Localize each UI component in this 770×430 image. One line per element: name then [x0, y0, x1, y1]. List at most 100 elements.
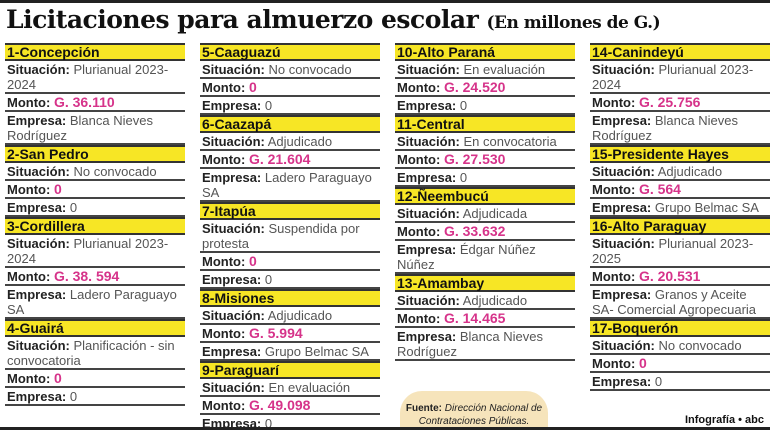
monto-value: G. 5.994 — [248, 325, 303, 341]
situacion-value: Adjudicada — [462, 206, 528, 221]
region-header: 5-Caaguazú — [200, 43, 380, 61]
situacion-value: Plurianual 2023-2024 — [7, 62, 169, 92]
monto-value: 0 — [248, 253, 257, 269]
situacion-label: Situación: — [202, 221, 265, 236]
monto-value: 0 — [248, 79, 257, 95]
monto-row: Monto: 0 — [590, 355, 770, 373]
situacion-label: Situación: — [202, 308, 265, 323]
empresa-row: Empresa: Ladero Paraguayo SA — [5, 286, 185, 319]
monto-value: G. 49.098 — [248, 397, 311, 413]
empresa-label: Empresa: — [202, 170, 262, 185]
empresa-label: Empresa: — [202, 98, 262, 113]
monto-value: G. 21.604 — [248, 151, 311, 167]
source-note: Fuente: Dirección Nacional de Contrataci… — [400, 391, 548, 430]
empresa-value: Grupo Belmac SA — [264, 344, 369, 359]
situacion-value: Planificación - sin convocatoria — [7, 338, 175, 368]
empresa-label: Empresa: — [397, 242, 457, 257]
region-header: 12-Ñeembucú — [395, 187, 575, 205]
region-block: 4-Guairá Situación: Planificación - sin … — [5, 319, 185, 406]
situacion-label: Situación: — [7, 236, 70, 251]
situacion-value: Adjudicado — [657, 164, 723, 179]
empresa-label: Empresa: — [7, 200, 67, 215]
situacion-row: Situación: En convocatoria — [395, 133, 575, 151]
situacion-row: Situación: Adjudicada — [395, 205, 575, 223]
empresa-value: 0 — [654, 374, 663, 389]
situacion-value: No convocado — [268, 62, 352, 77]
monto-label: Monto: — [202, 254, 246, 269]
situacion-row: Situación: Adjudicado — [200, 307, 380, 325]
situacion-label: Situación: — [397, 62, 460, 77]
region-header: 3-Cordillera — [5, 217, 185, 235]
monto-label: Monto: — [397, 152, 441, 167]
situacion-row: Situación: Plurianual 2023-2024 — [5, 61, 185, 94]
monto-row: Monto: G. 36.110 — [5, 94, 185, 112]
monto-value: G. 25.756 — [638, 94, 701, 110]
monto-row: Monto: G. 49.098 — [200, 397, 380, 415]
empresa-row: Empresa: 0 — [590, 373, 770, 391]
situacion-row: Situación: Planificación - sin convocato… — [5, 337, 185, 370]
region-header: 11-Central — [395, 115, 575, 133]
empresa-value: 0 — [459, 170, 468, 185]
situacion-row: Situación: No convocado — [5, 163, 185, 181]
monto-value: 0 — [53, 370, 62, 386]
monto-row: Monto: G. 38. 594 — [5, 268, 185, 286]
monto-row: Monto: 0 — [200, 253, 380, 271]
empresa-label: Empresa: — [7, 287, 67, 302]
situacion-row: Situación: En evaluación — [200, 379, 380, 397]
monto-row: Monto: G. 5.994 — [200, 325, 380, 343]
monto-row: Monto: G. 564 — [590, 181, 770, 199]
empresa-value: Blanca Nieves Rodríguez — [7, 113, 153, 143]
situacion-row: Situación: Plurianual 2023- 2025 — [590, 235, 770, 268]
situacion-value: Plurianual 2023-2024 — [592, 62, 754, 92]
monto-value: G. 14.465 — [443, 310, 506, 326]
region-block: 15-Presidente Hayes Situación: Adjudicad… — [590, 145, 770, 217]
empresa-row: Empresa: Grupo Belmac SA — [590, 199, 770, 217]
region-header: 8-Misiones — [200, 289, 380, 307]
empresa-value: 0 — [69, 200, 78, 215]
situacion-row: Situación: Plurianual 2023-2024 — [590, 61, 770, 94]
monto-label: Monto: — [592, 356, 636, 371]
situacion-row: Situación: Plurianual 2023-2024 — [5, 235, 185, 268]
situacion-row: Situación: No convocado — [590, 337, 770, 355]
empresa-value: 0 — [459, 98, 468, 113]
source-text: Dirección Nacional de Contrataciones Púb… — [418, 403, 543, 427]
empresa-label: Empresa: — [7, 113, 67, 128]
monto-row: Monto: G. 27.530 — [395, 151, 575, 169]
column-1: 1-Concepción Situación: Plurianual 2023-… — [5, 43, 185, 406]
monto-label: Monto: — [7, 371, 51, 386]
situacion-label: Situación: — [202, 380, 265, 395]
empresa-row: Empresa: 0 — [200, 97, 380, 115]
monto-row: Monto: G. 21.604 — [200, 151, 380, 169]
situacion-row: Situación: Adjudicado — [200, 133, 380, 151]
monto-value: G. 564 — [638, 181, 681, 197]
situacion-label: Situación: — [7, 62, 70, 77]
empresa-row: Empresa: Granos y Aceite SA- Comercial A… — [590, 286, 770, 319]
column-4: 14-Canindeyú Situación: Plurianual 2023-… — [590, 43, 770, 391]
empresa-label: Empresa: — [397, 170, 457, 185]
region-block: 7-Itapúa Situación: Suspendida por prote… — [200, 202, 380, 289]
region-block: 6-Caazapá Situación: Adjudicado Monto: G… — [200, 115, 380, 202]
empresa-value: 0 — [69, 389, 78, 404]
empresa-row: Empresa: Blanca Nieves Rodríguez — [5, 112, 185, 145]
region-block: 13-Amambay Situación: Adjudicado Monto: … — [395, 274, 575, 361]
situacion-value: Plurianual 2023- 2025 — [592, 236, 754, 266]
region-header: 13-Amambay — [395, 274, 575, 292]
region-block: 9-Paraguarí Situación: En evaluación Mon… — [200, 361, 380, 430]
empresa-label: Empresa: — [7, 389, 67, 404]
situacion-row: Situación: Adjudicado — [590, 163, 770, 181]
empresa-row: Empresa: Blanca Nieves Rodríguez — [395, 328, 575, 361]
source-label: Fuente: — [405, 403, 443, 414]
region-block: 2-San Pedro Situación: No convocado Mont… — [5, 145, 185, 217]
situacion-value: No convocado — [658, 338, 742, 353]
empresa-row: Empresa: 0 — [200, 415, 380, 430]
situacion-value: Plurianual 2023-2024 — [7, 236, 169, 266]
situacion-label: Situación: — [7, 338, 70, 353]
empresa-value: Blanca Nieves Rodríguez — [397, 329, 543, 359]
monto-row: Monto: 0 — [5, 370, 185, 388]
region-block: 10-Alto Paraná Situación: En evaluación … — [395, 43, 575, 115]
situacion-label: Situación: — [7, 164, 70, 179]
empresa-value: 0 — [264, 416, 273, 430]
region-header: 15-Presidente Hayes — [590, 145, 770, 163]
empresa-value: Granos y Aceite SA- Comercial Agropecuar… — [592, 287, 757, 317]
situacion-value: Suspendida por protesta — [202, 221, 360, 251]
